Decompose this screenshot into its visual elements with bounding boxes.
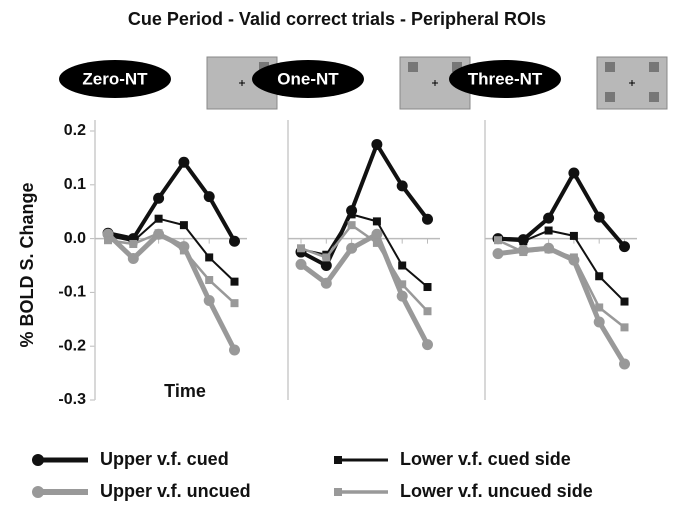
legend-label: Lower v.f. uncued side <box>400 481 593 501</box>
panel-label: Zero-NT <box>82 69 148 88</box>
x-axis-label: Time <box>164 381 206 401</box>
point <box>519 237 528 246</box>
point <box>347 221 356 230</box>
panel-label: One-NT <box>277 69 339 88</box>
point <box>127 253 139 265</box>
point <box>595 303 604 312</box>
chart-title: Cue Period - Valid correct trials - Peri… <box>128 9 546 29</box>
point <box>104 236 112 245</box>
point <box>396 290 408 302</box>
point <box>544 226 553 235</box>
y-tick-label: -0.1 <box>58 284 86 301</box>
point <box>203 294 215 306</box>
legend-label: Upper v.f. cued <box>100 449 229 469</box>
point <box>320 277 332 289</box>
point <box>569 231 578 240</box>
point <box>423 307 432 316</box>
legend-label: Upper v.f. uncued <box>100 481 251 501</box>
legend-marker <box>334 456 342 464</box>
panel-label: Three-NT <box>468 69 543 88</box>
point <box>544 245 553 254</box>
point <box>372 217 381 226</box>
point <box>129 239 138 248</box>
point <box>398 280 407 289</box>
point <box>347 210 356 219</box>
y-tick-label: -0.3 <box>58 391 86 408</box>
series-line <box>497 229 626 303</box>
point <box>569 253 578 262</box>
point <box>422 339 433 351</box>
point <box>153 192 165 204</box>
gabor <box>649 92 659 102</box>
point <box>620 297 629 306</box>
panel-label-bg <box>252 60 364 98</box>
point <box>229 235 240 247</box>
series-line <box>497 239 626 329</box>
point <box>179 246 188 255</box>
point <box>593 211 605 223</box>
series-line <box>106 231 237 352</box>
point <box>322 253 331 262</box>
series-line <box>107 160 237 243</box>
gabor <box>649 62 659 72</box>
point <box>398 261 407 270</box>
y-tick-label: 0.1 <box>64 176 86 193</box>
y-tick-label: 0.2 <box>64 122 86 139</box>
series-line <box>300 142 430 268</box>
point <box>178 156 190 168</box>
point <box>295 258 307 270</box>
point <box>203 191 215 203</box>
point <box>422 213 433 225</box>
y-axis-label: % BOLD S. Change <box>17 182 37 347</box>
gabor <box>259 62 269 72</box>
series-line <box>300 223 429 313</box>
point <box>568 167 580 179</box>
panel-label-bg <box>59 60 171 98</box>
point <box>230 277 239 286</box>
point <box>593 316 605 328</box>
point <box>230 299 239 308</box>
legend-label: Lower v.f. cued side <box>400 449 571 469</box>
point <box>371 228 383 240</box>
gabor <box>605 92 615 102</box>
series-line <box>107 217 236 283</box>
point <box>595 272 604 281</box>
legend-marker <box>32 486 44 498</box>
series-line <box>300 213 429 288</box>
legend-marker <box>32 454 44 466</box>
point <box>619 358 630 370</box>
series-line <box>497 245 627 366</box>
y-tick-label: 0.0 <box>64 230 86 247</box>
point <box>371 138 383 150</box>
point <box>620 323 629 332</box>
point <box>179 221 188 230</box>
point <box>205 253 214 262</box>
series-line <box>497 170 627 248</box>
point <box>320 260 332 271</box>
point <box>229 344 240 356</box>
y-tick-label: -0.2 <box>58 337 86 354</box>
point <box>154 229 163 238</box>
point <box>543 212 555 224</box>
gabor <box>408 62 418 72</box>
series-line <box>107 231 236 305</box>
point <box>297 244 305 253</box>
point <box>205 276 214 285</box>
point <box>372 238 381 247</box>
gabor <box>452 62 462 72</box>
gabor <box>605 62 615 72</box>
point <box>423 283 432 292</box>
point <box>346 242 358 254</box>
point <box>492 248 504 260</box>
panel-label-bg <box>449 60 561 98</box>
legend-marker <box>334 488 342 496</box>
point <box>619 241 630 253</box>
point <box>154 214 163 223</box>
point <box>494 236 502 245</box>
point <box>396 180 408 192</box>
point <box>519 248 528 257</box>
